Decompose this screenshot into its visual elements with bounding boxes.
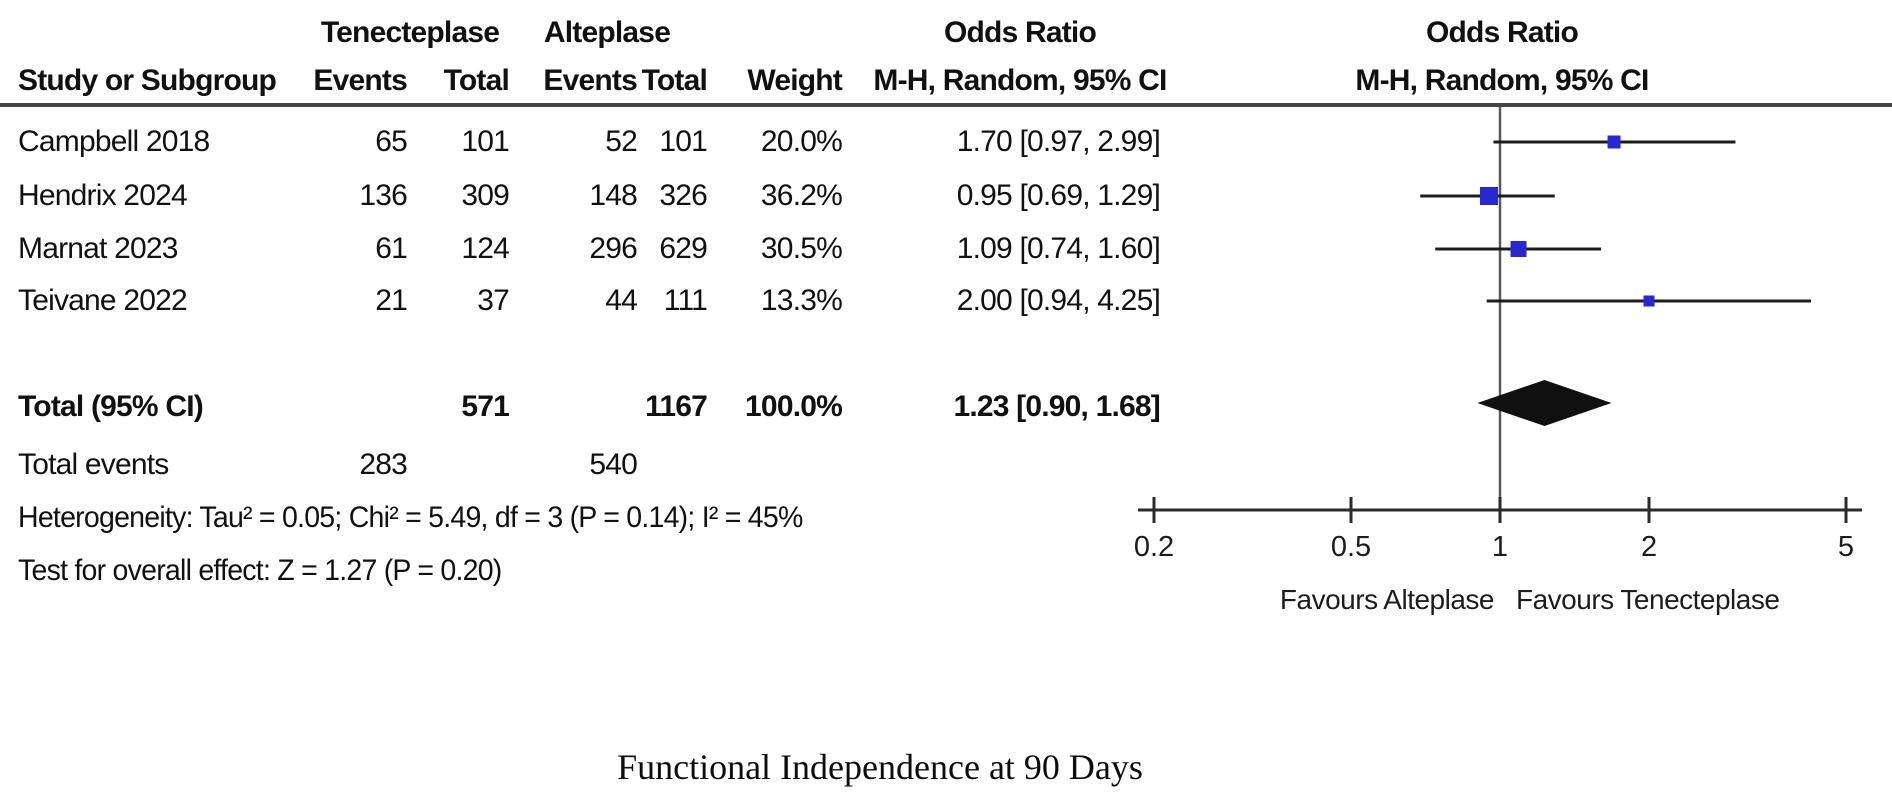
total-events-label: Total events [18, 448, 169, 481]
group-header-tenecteplase: Tenecteplase [320, 16, 500, 49]
header-rule [0, 103, 1892, 107]
total-row-ci: 1.23 [0.90, 1.68] [953, 390, 1160, 423]
cell-events1: 61 [375, 232, 408, 265]
cell-total1: 124 [461, 232, 509, 265]
cell-events1: 21 [375, 284, 408, 317]
cell-weight: 30.5% [760, 232, 843, 265]
total-row-total-tenecteplase: 571 [461, 390, 509, 423]
column-header-ci-plot: M-H, Random, 95% CI [1355, 64, 1649, 97]
axis-tick-label: 0.2 [1134, 531, 1174, 563]
column-header-total-tenecteplase: Total [443, 64, 510, 97]
group-header-odds-ratio-left: Odds Ratio [943, 16, 1097, 49]
effect-marker [1607, 135, 1621, 149]
cell-total2: 111 [663, 284, 708, 317]
cell-study: Marnat 2023 [18, 232, 178, 265]
cell-total2: 101 [659, 125, 707, 158]
cell-weight: 36.2% [760, 179, 843, 212]
effect-marker [1643, 295, 1655, 307]
cell-ci: 2.00 [0.94, 4.25] [956, 284, 1161, 317]
column-header-events-tenecteplase: Events [313, 64, 407, 97]
cell-total1: 37 [477, 284, 510, 317]
axis-label-favours-tenecteplase: Favours Tenecteplase [1516, 584, 1780, 615]
cell-ci: 1.70 [0.97, 2.99] [956, 125, 1161, 158]
figure-caption: Functional Independence at 90 Days [617, 747, 1143, 787]
overall-effect-stats: Test for overall effect: Z = 1.27 (P = 0… [18, 554, 502, 587]
axis-tick-label: 0.5 [1331, 531, 1371, 563]
cell-events1: 136 [359, 179, 407, 212]
cell-events1: 65 [375, 125, 408, 158]
cell-ci: 0.95 [0.69, 1.29] [956, 179, 1161, 212]
total-events-alteplase: 540 [589, 448, 637, 481]
axis-tick-label: 1 [1492, 531, 1508, 563]
cell-events2: 44 [605, 284, 638, 317]
total-row-weight: 100.0% [745, 390, 843, 423]
effect-marker [1510, 241, 1527, 257]
cell-total2: 629 [659, 232, 707, 265]
pooled-effect-diamond [1477, 380, 1612, 426]
cell-weight: 20.0% [760, 125, 843, 158]
heterogeneity-stats: Heterogeneity: Tau² = 0.05; Chi² = 5.49,… [18, 501, 803, 534]
total-row-total-alteplase: 1167 [645, 390, 708, 423]
column-header-total-alteplase: Total [641, 64, 708, 97]
column-header-ci-text: M-H, Random, 95% CI [873, 64, 1167, 97]
axis-tick-label: 2 [1641, 531, 1657, 563]
cell-events2: 296 [589, 232, 637, 265]
column-header-events-alteplase: Events [543, 64, 637, 97]
column-header-study: Study or Subgroup [18, 64, 277, 97]
cell-total1: 101 [461, 125, 509, 158]
cell-study: Campbell 2018 [18, 125, 210, 158]
axis-label-favours-alteplase: Favours Alteplase [1279, 584, 1495, 615]
effect-marker [1479, 187, 1498, 205]
axis-tick-label: 5 [1838, 531, 1854, 563]
total-row-label: Total (95% CI) [18, 390, 204, 423]
cell-events2: 52 [605, 125, 638, 158]
cell-study: Hendrix 2024 [18, 179, 188, 212]
cell-total2: 326 [659, 179, 707, 212]
cell-total1: 309 [461, 179, 509, 212]
cell-study: Teivane 2022 [18, 284, 188, 317]
cell-events2: 148 [589, 179, 637, 212]
cell-ci: 1.09 [0.74, 1.60] [956, 232, 1161, 265]
column-header-weight: Weight [747, 64, 842, 97]
total-events-tenecteplase: 283 [359, 448, 407, 481]
group-header-odds-ratio-right: Odds Ratio [1425, 16, 1579, 49]
group-header-alteplase: Alteplase [543, 16, 671, 49]
cell-weight: 13.3% [760, 284, 843, 317]
